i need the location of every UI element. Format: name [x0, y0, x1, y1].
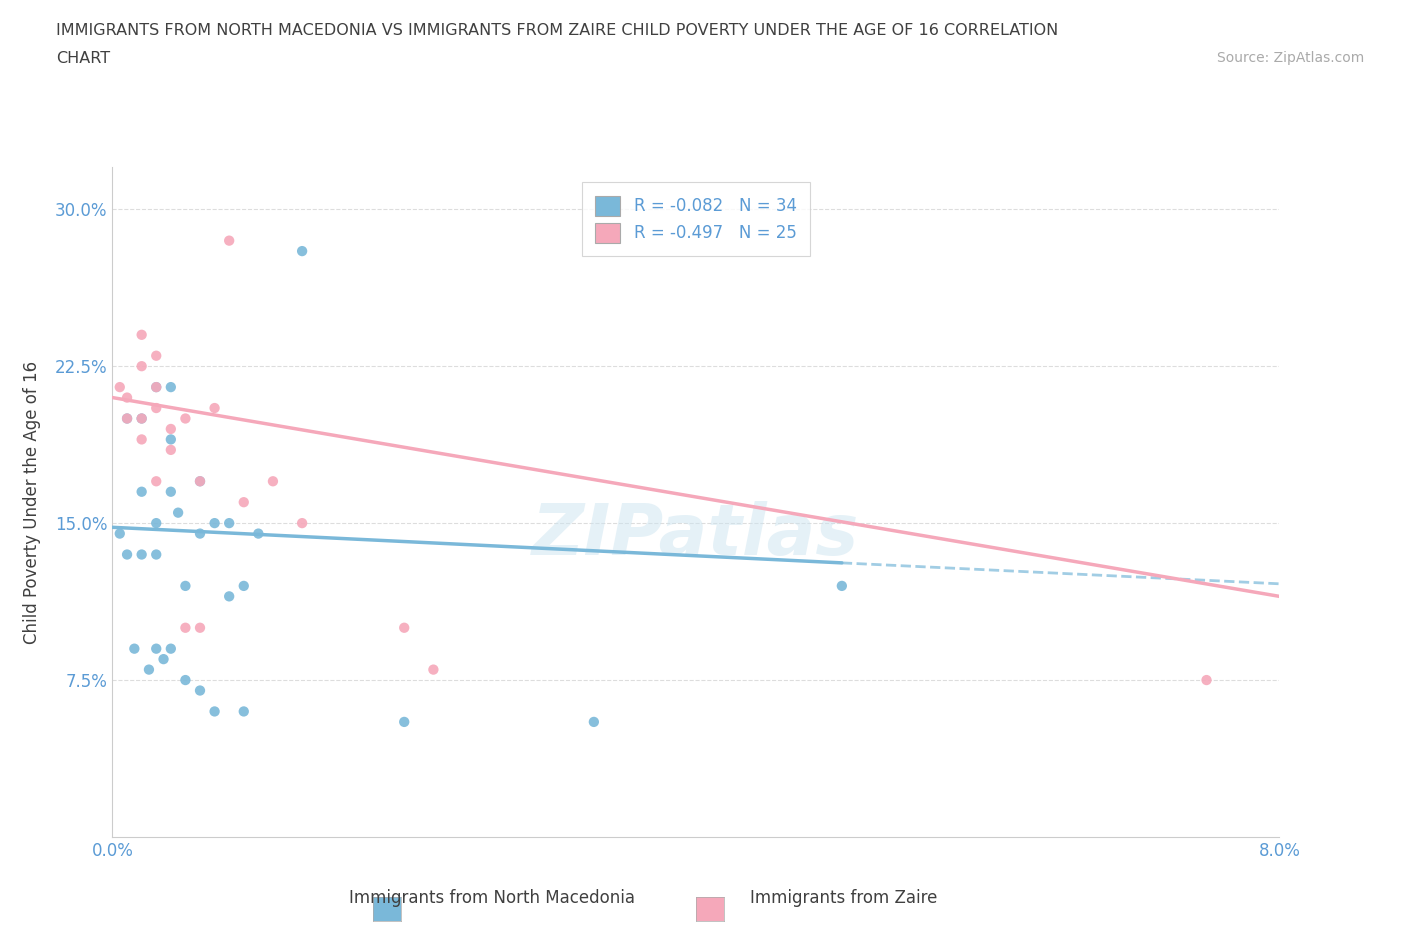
- Text: Source: ZipAtlas.com: Source: ZipAtlas.com: [1216, 51, 1364, 65]
- Point: [160, 485, 183, 499]
- Point: [115, 411, 138, 426]
- Point: [218, 589, 240, 604]
- Point: [160, 443, 183, 458]
- Point: [131, 411, 153, 426]
- Point: [831, 578, 853, 593]
- Point: [108, 526, 131, 541]
- Point: [160, 379, 183, 394]
- Point: [115, 547, 138, 562]
- Point: [204, 401, 226, 416]
- Point: [582, 714, 605, 729]
- Point: [131, 411, 153, 426]
- Point: [174, 620, 197, 635]
- Point: [145, 349, 167, 364]
- Point: [232, 578, 254, 593]
- Point: [291, 244, 314, 259]
- Point: [131, 359, 153, 374]
- Point: [291, 516, 314, 531]
- Point: [188, 526, 211, 541]
- Point: [145, 474, 167, 489]
- Point: [167, 505, 190, 520]
- Point: [262, 474, 284, 489]
- Point: [145, 516, 167, 531]
- Y-axis label: Child Poverty Under the Age of 16: Child Poverty Under the Age of 16: [22, 361, 41, 644]
- Point: [145, 642, 167, 657]
- Point: [394, 620, 416, 635]
- Point: [131, 432, 153, 447]
- Point: [138, 662, 160, 677]
- Point: [124, 642, 146, 657]
- Point: [394, 714, 416, 729]
- Point: [188, 474, 211, 489]
- Point: [188, 620, 211, 635]
- Point: [160, 421, 183, 436]
- Text: IMMIGRANTS FROM NORTH MACEDONIA VS IMMIGRANTS FROM ZAIRE CHILD POVERTY UNDER THE: IMMIGRANTS FROM NORTH MACEDONIA VS IMMIG…: [56, 23, 1059, 38]
- Text: ZIPatlas: ZIPatlas: [533, 501, 859, 570]
- Point: [115, 391, 138, 405]
- Point: [232, 495, 254, 510]
- Point: [145, 379, 167, 394]
- Point: [174, 578, 197, 593]
- Point: [204, 516, 226, 531]
- Point: [131, 547, 153, 562]
- Point: [218, 516, 240, 531]
- Point: [204, 704, 226, 719]
- Point: [160, 432, 183, 447]
- Point: [108, 379, 131, 394]
- Text: Immigrants from Zaire: Immigrants from Zaire: [749, 889, 938, 907]
- Point: [188, 683, 211, 698]
- Point: [115, 411, 138, 426]
- Point: [174, 411, 197, 426]
- Point: [152, 652, 174, 667]
- Point: [160, 642, 183, 657]
- Point: [232, 704, 254, 719]
- Point: [131, 327, 153, 342]
- Point: [218, 233, 240, 248]
- Point: [188, 474, 211, 489]
- Point: [1195, 672, 1218, 687]
- Point: [145, 401, 167, 416]
- Point: [247, 526, 270, 541]
- Point: [131, 485, 153, 499]
- Point: [174, 672, 197, 687]
- Legend: R = -0.082   N = 34, R = -0.497   N = 25: R = -0.082 N = 34, R = -0.497 N = 25: [582, 182, 810, 257]
- Point: [145, 547, 167, 562]
- Text: Immigrants from North Macedonia: Immigrants from North Macedonia: [349, 889, 636, 907]
- Point: [145, 379, 167, 394]
- Point: [422, 662, 444, 677]
- Text: CHART: CHART: [56, 51, 110, 66]
